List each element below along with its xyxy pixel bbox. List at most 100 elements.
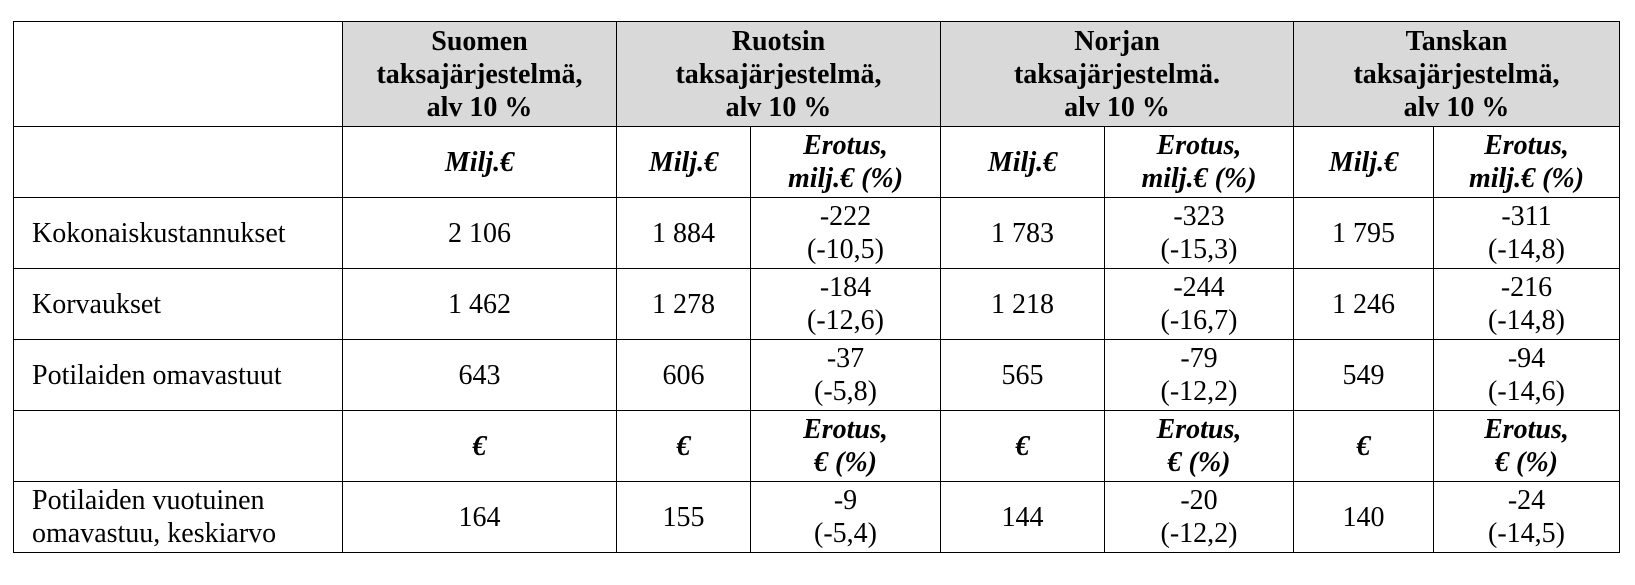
cell-line: alv 10 % <box>426 91 533 123</box>
value-cell: 643 <box>342 339 617 411</box>
value-cell: -311 (-14,8) <box>1433 197 1620 269</box>
value-cell: -94 (-14,6) <box>1433 339 1620 411</box>
value-cell: -244 (-16,7) <box>1104 268 1294 340</box>
value-cell: 1 783 <box>940 197 1105 269</box>
cell-line: -20 <box>1180 485 1218 516</box>
cell-line: € <box>1356 430 1371 462</box>
row-label: Potilaiden vuotuinen omavastuu, keskiarvo <box>13 481 343 553</box>
cell-line: alv 10 % <box>1064 91 1170 123</box>
cell-line: (-14,8) <box>1488 234 1565 265</box>
cell-line: 606 <box>662 359 705 391</box>
cell-line: 155 <box>662 501 705 533</box>
cell-line: (-5,4) <box>814 518 877 549</box>
cell-line: (-5,8) <box>814 376 877 407</box>
cell-line: Norjan <box>1074 25 1160 57</box>
cell-line: € <box>676 430 691 462</box>
cell-line: Erotus, <box>1484 414 1569 445</box>
cell-line: -79 <box>1180 343 1218 374</box>
value-cell: 565 <box>940 339 1105 411</box>
cell-line: Erotus, <box>1484 130 1569 161</box>
cell-line: Ruotsin <box>731 25 826 57</box>
cell-line: (-12,2) <box>1160 518 1238 549</box>
value-cell: -222 (-10,5) <box>750 197 941 269</box>
unit-cell: Milj.€ <box>342 126 617 198</box>
cell-line: -37 <box>826 343 865 374</box>
cell-line: Potilaiden vuotuinen <box>32 485 265 516</box>
cell-line: -244 <box>1173 272 1225 303</box>
cell-line: taksajärjestelmä. <box>1013 58 1221 90</box>
value-cell: 164 <box>342 481 617 553</box>
value-cell: -9 (-5,4) <box>750 481 941 553</box>
value-cell: 606 <box>616 339 751 411</box>
cell-line: -9 <box>833 485 858 516</box>
cell-line: Potilaiden omavastuut <box>32 359 282 391</box>
cell-line: 1 278 <box>652 288 715 320</box>
value-cell: -20 (-12,2) <box>1104 481 1294 553</box>
value-cell: -79 (-12,2) <box>1104 339 1294 411</box>
cell-line: -184 <box>819 272 872 303</box>
cell-line: taksajärjestelmä, <box>675 58 882 90</box>
unit-cell: Erotus, € (%) <box>1433 410 1620 482</box>
value-cell: 549 <box>1293 339 1434 411</box>
cell-line: taksajärjestelmä, <box>376 58 583 90</box>
cell-line: 1 218 <box>991 288 1054 320</box>
unit-cell: Milj.€ <box>1293 126 1434 198</box>
cell-line: (-14,5) <box>1488 518 1565 549</box>
cell-line: (-12,2) <box>1160 376 1238 407</box>
row-label: Potilaiden omavastuut <box>13 339 343 411</box>
data-row: Potilaiden vuotuinen omavastuu, keskiarvo… <box>13 481 1620 553</box>
cell-line: 144 <box>1001 501 1044 533</box>
row-label <box>13 410 343 482</box>
cell-line: -311 <box>1501 201 1552 232</box>
cell-line: € <box>472 430 487 462</box>
cell-line: taksajärjestelmä, <box>1353 58 1560 90</box>
value-cell: -24 (-14,5) <box>1433 481 1620 553</box>
data-row: Kokonaiskustannukset 2 106 1 884 -222 (-10,5… <box>13 197 1620 269</box>
value-cell: 2 106 <box>342 197 617 269</box>
unit-cell: Erotus, milj.€ (%) <box>750 126 941 198</box>
row-label: Korvaukset <box>13 268 343 340</box>
cell-line: 164 <box>458 501 501 533</box>
cell-line: -323 <box>1173 201 1225 232</box>
value-cell: 1 462 <box>342 268 617 340</box>
cell-line: Milj.€ <box>444 146 515 178</box>
cell-line: (-15,3) <box>1160 234 1238 265</box>
value-cell: -184 (-12,6) <box>750 268 941 340</box>
value-cell: -323 (-15,3) <box>1104 197 1294 269</box>
cell-line: Erotus, <box>1156 414 1242 445</box>
system-header: Tanskan taksajärjestelmä, alv 10 % <box>1293 21 1620 127</box>
value-cell: 1 246 <box>1293 268 1434 340</box>
cell-line: 2 106 <box>448 217 511 249</box>
cell-line: omavastuu, keskiarvo <box>32 518 277 549</box>
cell-line: € (%) <box>1495 447 1558 478</box>
units-row: Milj.€ Milj.€ Erotus, milj.€ (%) Milj.€ Erotu… <box>13 126 1620 198</box>
cell-line: € <box>1015 430 1030 462</box>
cell-line: 140 <box>1342 501 1385 533</box>
unit-cell: Milj.€ <box>940 126 1105 198</box>
cell-line: € (%) <box>1167 447 1231 478</box>
value-cell: 144 <box>940 481 1105 553</box>
unit-cell: Erotus, milj.€ (%) <box>1433 126 1620 198</box>
cell-line: 643 <box>458 359 501 391</box>
cell-line: Milj.€ <box>648 146 719 178</box>
header-row: Suomen taksajärjestelmä, alv 10 % Ruotsin ta… <box>13 21 1620 127</box>
cell-line: Erotus, <box>803 130 888 161</box>
cell-line: Korvaukset <box>32 288 162 320</box>
data-row: Korvaukset 1 462 1 278 -184 (-12,6) 1 218 -244… <box>13 268 1620 340</box>
cell-line: (-12,6) <box>807 305 884 336</box>
cell-line: (-14,6) <box>1488 376 1565 407</box>
cell-line: 549 <box>1342 359 1385 391</box>
cell-line: milj.€ (%) <box>1468 163 1585 194</box>
unit-cell: Erotus, milj.€ (%) <box>1104 126 1294 198</box>
cell-line: 565 <box>1001 359 1044 391</box>
value-cell: 1 218 <box>940 268 1105 340</box>
value-cell: -37 (-5,8) <box>750 339 941 411</box>
cell-line: 1 462 <box>448 288 511 320</box>
cell-line: (-14,8) <box>1488 305 1565 336</box>
cell-line: (-10,5) <box>807 234 884 265</box>
cell-line: Kokonaiskustannukset <box>32 217 286 249</box>
value-cell: -216 (-14,8) <box>1433 268 1620 340</box>
cell-line: Suomen <box>431 25 528 57</box>
value-cell: 1 795 <box>1293 197 1434 269</box>
system-header: Norjan taksajärjestelmä. alv 10 % <box>940 21 1294 127</box>
